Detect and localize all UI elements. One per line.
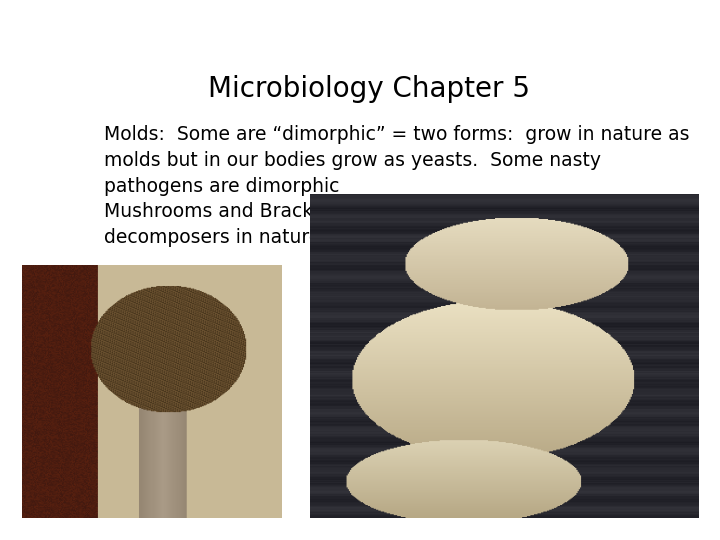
Text: Molds:  Some are “dimorphic” = two forms:  grow in nature as
molds but in our bo: Molds: Some are “dimorphic” = two forms:… <box>104 125 690 247</box>
Text: Microbiology Chapter 5: Microbiology Chapter 5 <box>208 75 530 103</box>
